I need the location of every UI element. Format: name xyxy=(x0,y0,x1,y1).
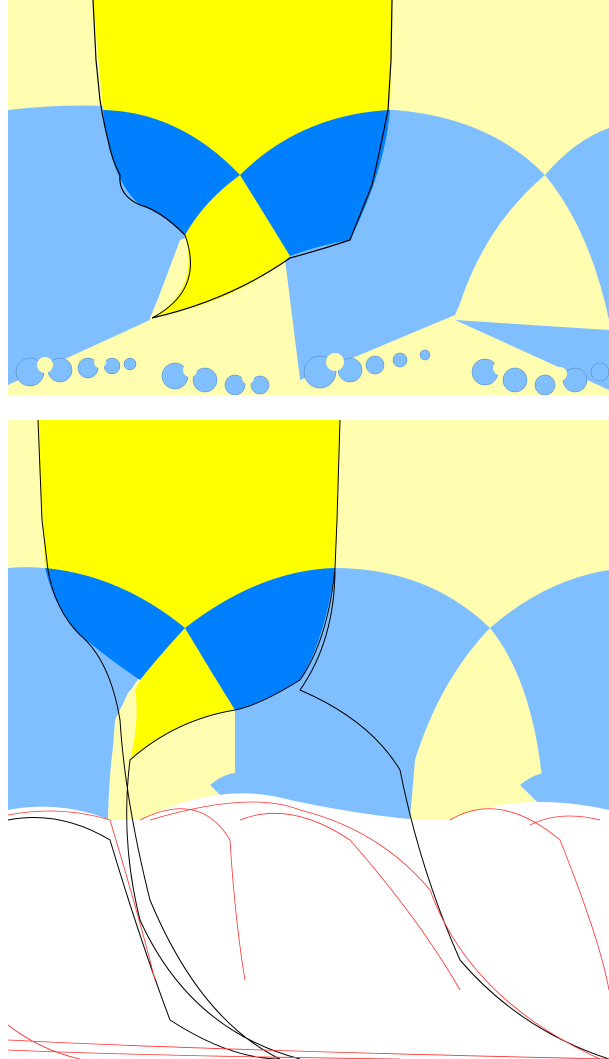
white-region-right xyxy=(450,802,609,1059)
bright-yellow-lower xyxy=(130,628,235,760)
black-boundary-curves xyxy=(7,420,609,1059)
top-left-margin xyxy=(0,0,8,410)
bottom-scallops-yellow xyxy=(37,353,567,384)
boundary-left xyxy=(92,0,186,236)
bright-yellow-lower xyxy=(152,175,290,318)
bottom-fractal-panel xyxy=(0,420,609,1059)
boundary-lune xyxy=(151,234,191,319)
top-fractal-panel xyxy=(0,0,609,410)
top-bottom-margin xyxy=(0,395,609,410)
dark-blue-wedge-left xyxy=(45,568,185,680)
red-boundary-curves xyxy=(7,801,609,1059)
pale-yellow-arch-right xyxy=(410,628,545,820)
dark-blue-wedge-right xyxy=(185,568,335,710)
pale-yellow-arch-right xyxy=(455,175,609,330)
boundary-right xyxy=(151,0,393,319)
bottom-left-margin xyxy=(0,420,8,1059)
bright-yellow-column xyxy=(38,420,340,628)
top-fractal-svg xyxy=(0,0,609,410)
bottom-fractal-svg xyxy=(0,420,609,1059)
dark-blue-wedge-left xyxy=(103,110,240,235)
dark-blue-wedge-right xyxy=(240,110,390,256)
